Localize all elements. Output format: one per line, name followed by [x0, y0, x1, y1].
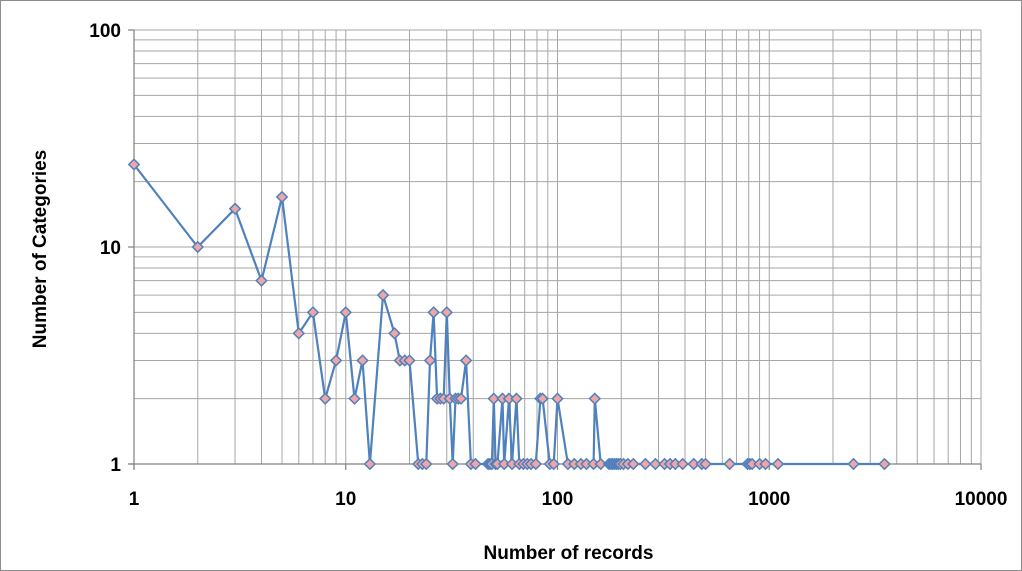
- y-tick-label: 1: [110, 455, 121, 476]
- data-point: [510, 392, 523, 405]
- data-point: [446, 457, 459, 471]
- x-tick-label: 10: [335, 489, 356, 510]
- y-tick-label: 10: [100, 238, 121, 259]
- data-point: [292, 327, 306, 340]
- data-point: [639, 457, 652, 471]
- data-point: [419, 457, 433, 471]
- marker-layer: [127, 158, 891, 471]
- data-point: [723, 457, 736, 471]
- data-point: [403, 354, 416, 367]
- data-point: [388, 327, 401, 340]
- data-point: [687, 457, 701, 471]
- data-point: [228, 202, 242, 216]
- data-point: [551, 392, 564, 405]
- data-point: [339, 306, 353, 319]
- data-point: [699, 457, 712, 471]
- data-point: [627, 457, 640, 471]
- y-tick-label: 100: [89, 21, 121, 42]
- data-point: [127, 158, 141, 171]
- label-layer: Number of records Number of Categories: [30, 150, 653, 564]
- axis-layer: 1 10 100 1000 10000 1 10 100: [89, 21, 1007, 510]
- grid-layer: [134, 29, 982, 464]
- data-point: [487, 392, 501, 405]
- data-point: [348, 392, 361, 405]
- data-point: [306, 306, 320, 319]
- data-point: [329, 354, 343, 367]
- x-axis-title: Number of records: [484, 543, 654, 564]
- data-point: [356, 354, 369, 367]
- data-point: [649, 457, 662, 471]
- data-point: [454, 392, 468, 405]
- data-point: [423, 354, 437, 367]
- data-point: [878, 457, 891, 471]
- data-point: [318, 392, 332, 405]
- y-axis-title: Number of Categories: [30, 150, 51, 348]
- x-tick-label: 100: [542, 489, 574, 510]
- data-point: [847, 457, 860, 471]
- data-point: [536, 392, 549, 405]
- data-point: [547, 457, 561, 471]
- data-point: [459, 354, 473, 367]
- data-point: [594, 457, 607, 471]
- data-point: [376, 288, 390, 302]
- x-tick-label: 10000: [955, 489, 1008, 510]
- x-tick-label: 1000: [748, 489, 790, 510]
- data-point: [771, 457, 785, 471]
- x-tick-label: 1: [129, 489, 140, 510]
- data-point: [676, 457, 689, 471]
- data-point: [275, 190, 289, 204]
- data-point: [191, 240, 205, 254]
- data-point: [588, 392, 602, 405]
- data-point: [440, 306, 454, 319]
- data-point: [759, 457, 772, 471]
- data-point: [529, 457, 543, 471]
- data-point: [469, 457, 482, 471]
- data-point: [363, 457, 377, 471]
- data-point: [427, 306, 440, 319]
- data-point: [255, 274, 268, 287]
